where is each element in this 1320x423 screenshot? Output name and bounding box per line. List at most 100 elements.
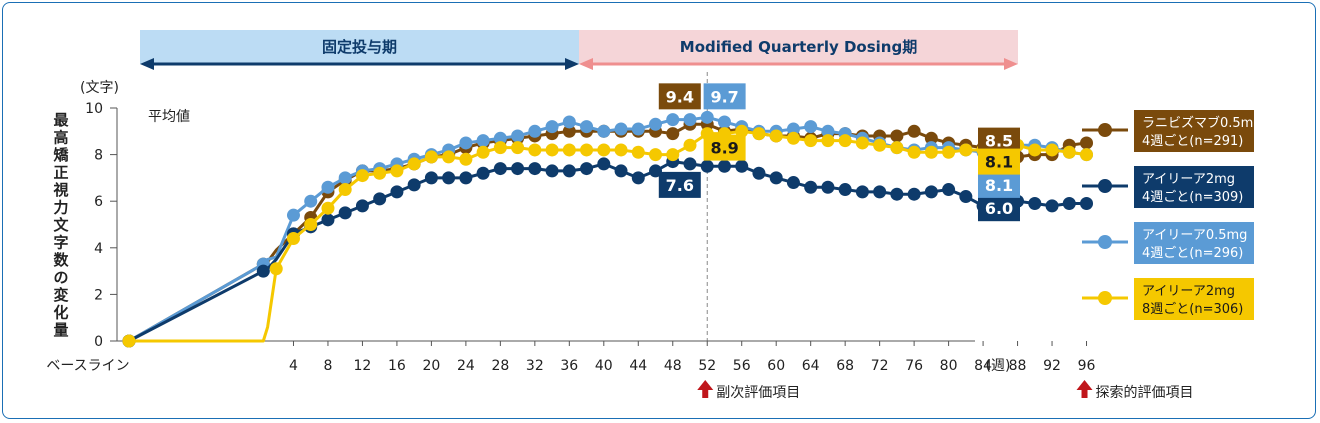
value-badge xyxy=(703,134,746,161)
data-point xyxy=(804,180,818,194)
data-point xyxy=(528,143,542,157)
data-point xyxy=(683,113,697,127)
legend-label: 8週ごと(n=306) xyxy=(1142,301,1243,317)
phase-arrowhead-right xyxy=(1004,58,1018,70)
svg-text:の: の xyxy=(53,269,68,287)
data-point xyxy=(338,206,352,220)
data-point xyxy=(355,199,369,213)
data-point xyxy=(631,122,645,136)
series-line xyxy=(128,122,1087,343)
legend-label: アイリーア2mg xyxy=(1142,172,1235,187)
x-tick-label: 68 xyxy=(836,358,854,374)
data-point xyxy=(855,185,869,199)
value-badge xyxy=(658,171,701,198)
x-tick-label: 20 xyxy=(422,358,440,374)
data-point xyxy=(907,187,921,201)
data-point xyxy=(1028,197,1042,211)
svg-text:正: 正 xyxy=(53,164,68,182)
x-tick-label: 64 xyxy=(802,358,820,374)
svg-text:高: 高 xyxy=(53,129,68,147)
data-point xyxy=(959,143,973,157)
endpoint-label: 副次評価項目 xyxy=(716,385,800,401)
phase-label: Modified Quarterly Dosing期 xyxy=(680,38,917,56)
data-point xyxy=(890,129,904,143)
value-badge-text: 9.7 xyxy=(710,87,738,106)
phase-label: 固定投与期 xyxy=(322,38,397,56)
data-point xyxy=(752,127,766,141)
data-point xyxy=(493,141,507,155)
x-tick-label: 36 xyxy=(560,358,578,374)
data-point xyxy=(700,159,714,173)
x-tick-label: 8 xyxy=(323,358,332,374)
data-point xyxy=(700,110,714,124)
x-tick-label: 96 xyxy=(1078,358,1096,374)
data-point xyxy=(304,218,318,231)
data-point xyxy=(804,134,818,148)
x-tick-label: 32 xyxy=(526,358,544,374)
data-point xyxy=(562,115,576,129)
mean-annotation: 平均値 xyxy=(148,109,190,125)
data-point xyxy=(1080,197,1094,211)
data-point xyxy=(924,145,938,159)
value-badge-text: 7.6 xyxy=(666,176,694,195)
data-point xyxy=(786,176,800,190)
data-point xyxy=(890,141,904,155)
data-point xyxy=(907,124,921,138)
data-point xyxy=(321,180,335,194)
legend-box xyxy=(1134,222,1254,264)
data-point xyxy=(286,208,300,222)
data-point xyxy=(493,162,507,176)
svg-text:矯: 矯 xyxy=(53,146,69,164)
y-tick-label: 0 xyxy=(94,334,103,350)
data-point xyxy=(649,117,663,131)
data-point xyxy=(545,120,559,134)
value-badge-text: 8.1 xyxy=(985,153,1013,172)
y-tick-label: 2 xyxy=(94,287,103,303)
phase-arrowhead-left xyxy=(579,58,593,70)
data-point xyxy=(476,134,490,148)
value-badge-text: 8.5 xyxy=(985,132,1013,151)
value-badge xyxy=(978,195,1020,222)
data-point xyxy=(855,136,869,150)
legend-marker xyxy=(1098,235,1112,249)
legend-label: 4週ごと(n=296) xyxy=(1142,245,1243,261)
x-tick-label: ベースライン xyxy=(46,358,129,374)
data-point xyxy=(769,129,783,143)
data-point xyxy=(786,131,800,145)
legend-marker xyxy=(1098,291,1112,305)
x-tick-label: 4 xyxy=(289,358,298,374)
data-point xyxy=(597,124,611,138)
x-tick-label: 80 xyxy=(940,358,958,374)
data-point xyxy=(907,145,921,159)
data-point xyxy=(942,183,956,197)
data-point xyxy=(321,201,335,215)
svg-text:文: 文 xyxy=(53,216,69,234)
y-tick-label: 10 xyxy=(85,101,103,117)
svg-text:数: 数 xyxy=(53,251,69,269)
legend-box xyxy=(1134,278,1254,320)
data-point xyxy=(424,171,438,185)
y-tick-label: 4 xyxy=(94,241,103,257)
x-tick-label: 72 xyxy=(871,358,889,374)
x-tick-label: 12 xyxy=(354,358,372,374)
data-point xyxy=(666,127,680,141)
data-point xyxy=(493,131,507,145)
data-point xyxy=(562,124,576,138)
data-point xyxy=(1080,148,1094,162)
data-point xyxy=(122,334,136,348)
data-point xyxy=(580,143,594,157)
data-point xyxy=(717,159,731,173)
phase-band xyxy=(140,30,579,64)
data-point xyxy=(390,164,404,178)
data-point xyxy=(528,162,542,176)
y-axis-unit: (文字) xyxy=(80,80,119,96)
data-point xyxy=(942,145,956,159)
data-point xyxy=(1062,145,1076,159)
data-point xyxy=(390,185,404,199)
x-tick-label: 92 xyxy=(1043,358,1061,374)
data-point xyxy=(1045,199,1059,213)
data-point xyxy=(666,113,680,127)
data-point xyxy=(511,162,525,176)
data-point xyxy=(286,231,300,245)
